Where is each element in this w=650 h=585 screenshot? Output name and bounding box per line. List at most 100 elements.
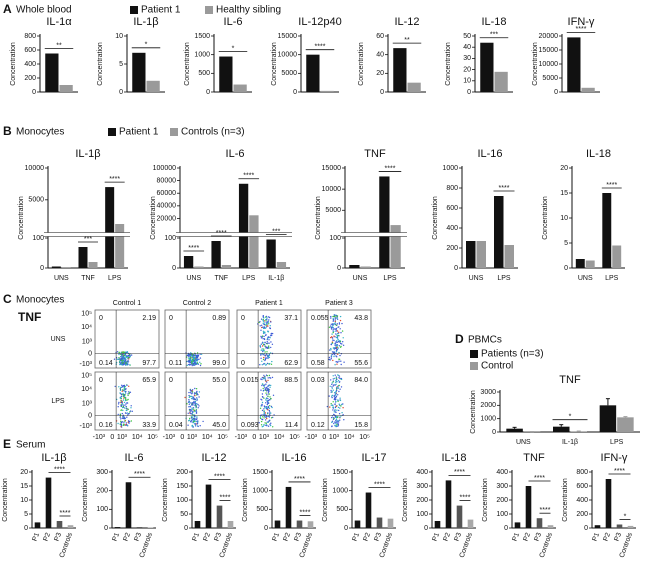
flow-dot xyxy=(129,411,131,413)
y-axis-label: Concentration xyxy=(150,196,157,240)
flow-dot xyxy=(123,416,125,418)
flow-dot xyxy=(120,426,122,428)
flow-dot xyxy=(198,358,200,361)
flow-dot xyxy=(265,324,267,326)
y-tick-label: 0 xyxy=(424,525,428,532)
flow-dot xyxy=(192,418,194,420)
panel-label: E xyxy=(3,437,11,451)
flow-dot xyxy=(189,362,191,364)
flow-y-tick-label: -10³ xyxy=(80,361,93,368)
bar xyxy=(67,525,74,528)
flow-dot xyxy=(195,412,198,414)
y-tick-label: 0 xyxy=(32,89,36,96)
x-tick-label: P1 xyxy=(32,532,42,543)
flow-dot xyxy=(338,377,340,379)
flow-dot xyxy=(342,344,345,346)
bar xyxy=(136,527,143,528)
y-tick-label: 200 xyxy=(24,75,36,82)
flow-dot xyxy=(123,388,125,390)
x-tick-label: P2 xyxy=(443,532,453,543)
chart-title: IL-17 xyxy=(361,452,386,464)
y-tick-label: 1500 xyxy=(252,469,268,476)
flow-dot xyxy=(334,406,337,409)
flow-dot xyxy=(335,419,337,422)
flow-dot xyxy=(334,342,336,345)
bar xyxy=(434,521,441,528)
flow-dot xyxy=(338,413,341,415)
y-tick-label: 5 xyxy=(119,61,123,68)
quadrant-value: 0.015 xyxy=(241,377,259,384)
flow-dot xyxy=(270,332,273,335)
flow-dot xyxy=(188,399,190,401)
y-tick-label: 300 xyxy=(416,483,428,490)
flow-dot xyxy=(125,388,127,390)
flow-dot xyxy=(265,422,267,424)
flow-dot xyxy=(337,400,339,403)
flow-dot xyxy=(266,351,268,353)
flow-dot xyxy=(199,361,201,363)
y-tick-label: 0 xyxy=(172,265,176,272)
flow-dot xyxy=(267,412,269,414)
y-tick-label: 40 xyxy=(376,52,384,59)
y-tick-label: 0 xyxy=(119,89,123,96)
flow-dot xyxy=(339,354,341,357)
flow-dot xyxy=(332,406,335,408)
y-tick-label: 600 xyxy=(24,47,36,54)
chart-title: IL-1β xyxy=(41,452,66,464)
significance-label: *** xyxy=(84,236,92,243)
bar xyxy=(547,525,554,528)
flow-dot xyxy=(330,389,332,392)
flow-dot xyxy=(262,330,265,332)
flow-dot xyxy=(120,409,122,411)
flow-dot xyxy=(195,363,198,365)
flow-dot xyxy=(191,391,194,393)
flow-dot xyxy=(190,355,192,357)
flow-dot xyxy=(191,408,193,410)
flow-dot xyxy=(262,354,264,356)
flow-dot xyxy=(332,404,334,407)
flow-dot xyxy=(266,402,269,404)
chart-title: IL-12 xyxy=(201,452,226,464)
flow-dot xyxy=(261,393,264,395)
flow-dot xyxy=(264,377,266,379)
bar xyxy=(612,245,622,268)
bar xyxy=(45,53,59,92)
flow-dot xyxy=(123,423,125,425)
flow-dot xyxy=(262,338,264,340)
flow-dot xyxy=(339,315,342,318)
panel-label: A xyxy=(3,2,12,16)
flow-dot xyxy=(343,361,345,363)
flow-dot xyxy=(265,363,267,366)
bar xyxy=(467,519,474,528)
y-axis-label: Concentration xyxy=(482,478,489,522)
flow-dot xyxy=(331,386,333,388)
flow-dot xyxy=(266,394,268,396)
flow-dot xyxy=(186,364,188,366)
flow-dot xyxy=(260,389,262,391)
flow-dot xyxy=(130,407,132,409)
y-tick-label: 5000 xyxy=(281,70,297,77)
y-tick-label: 15000 xyxy=(539,47,559,54)
flow-dot xyxy=(263,335,265,338)
flow-dot xyxy=(120,397,122,399)
flow-dot xyxy=(338,409,340,412)
flow-dot xyxy=(262,387,264,390)
x-tick-label: TNF xyxy=(81,275,95,282)
flow-dot xyxy=(334,384,336,386)
flow-dot xyxy=(191,389,194,391)
flow-dot xyxy=(264,354,266,356)
x-tick-label: P1 xyxy=(112,532,122,543)
flow-dot xyxy=(265,346,267,348)
flow-dot xyxy=(338,326,340,328)
flow-dot xyxy=(266,317,268,319)
flow-dot xyxy=(265,321,267,323)
flow-dot xyxy=(337,387,340,389)
flow-dot xyxy=(126,416,128,418)
flow-dot xyxy=(124,361,126,363)
flow-dot xyxy=(335,344,338,346)
flow-plot xyxy=(94,309,160,369)
flow-dot xyxy=(334,344,336,346)
flow-dot xyxy=(187,360,189,362)
flow-dot xyxy=(264,345,266,347)
flow-dot xyxy=(117,406,119,408)
